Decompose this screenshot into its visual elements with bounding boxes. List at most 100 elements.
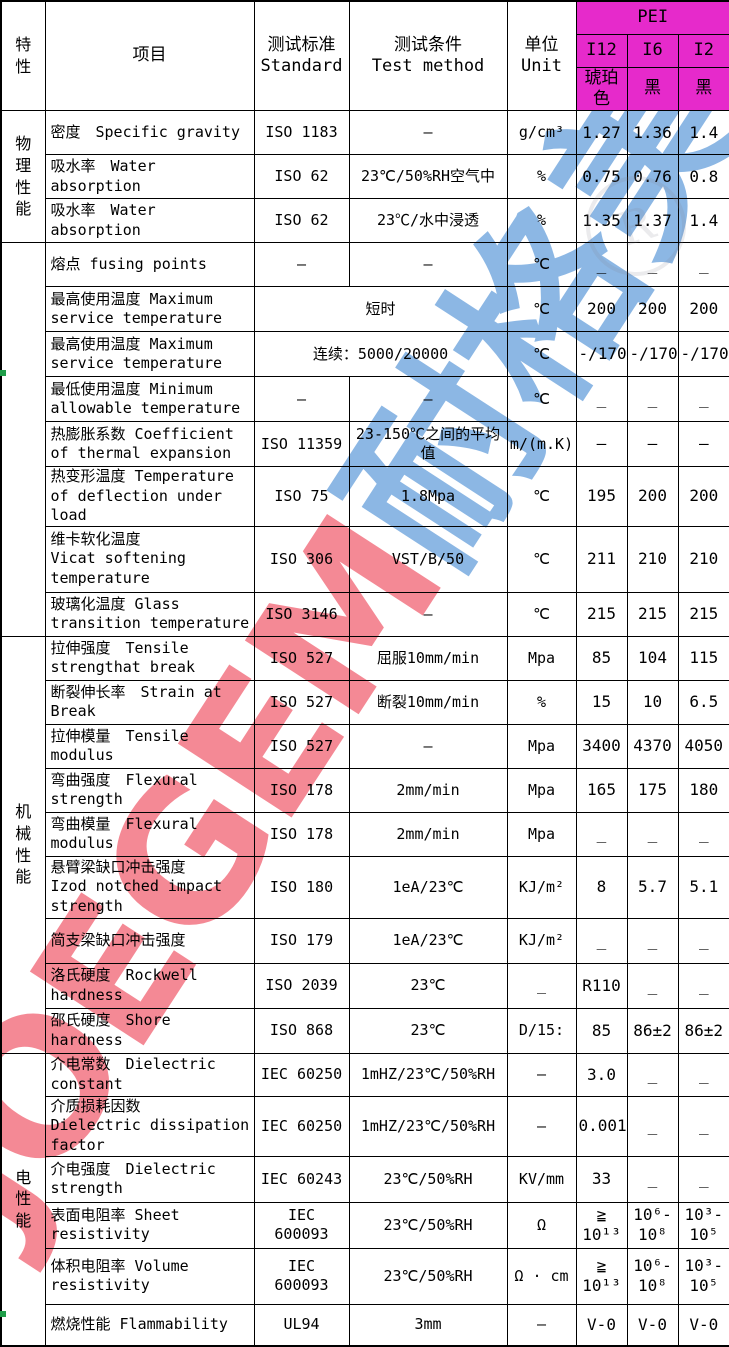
grade-color-i2: 黑	[677, 66, 729, 111]
unit-cell: –	[506, 1052, 577, 1097]
value-cell: _	[626, 1155, 679, 1203]
value-cell: _	[575, 917, 628, 964]
value-cell: ≧ 10¹³	[575, 1247, 628, 1305]
value-cell: 5.7	[626, 855, 679, 919]
standard-cell: –	[253, 242, 350, 287]
value-cell: _	[677, 811, 729, 857]
value-cell: 104	[626, 635, 679, 681]
value-cell: –	[575, 421, 628, 467]
value-cell: 85	[575, 635, 628, 681]
value-cell: 33	[575, 1155, 628, 1203]
standard-cell: ISO 179	[253, 917, 350, 964]
value-cell: 86±2	[626, 1007, 679, 1054]
green-marker-bottom	[0, 1311, 6, 1317]
value-cell: 1.35	[575, 198, 628, 243]
property-cell: 熔点 fusing points	[44, 242, 255, 287]
property-cell: 邵氏硬度 Shore hardness	[44, 1007, 255, 1054]
table-row: 邵氏硬度 Shore hardness ISO 868 23℃ D/15: 85 86±2…	[1, 1007, 729, 1054]
standard-cell: IEC 600093	[253, 1247, 350, 1305]
method-cell: 23℃/50%RH	[348, 1155, 508, 1203]
value-cell: 175	[626, 767, 679, 813]
section-label	[0, 242, 46, 637]
value-cell: 195	[575, 466, 628, 527]
value-cell: _	[677, 376, 729, 422]
value-cell: 10⁶- 10⁸	[626, 1247, 679, 1305]
standard-column-header: 测试标准 Standard	[253, 0, 350, 111]
value-cell: 115	[677, 635, 729, 681]
grade-header-i6: I6	[626, 33, 679, 68]
table-row: 断裂伸长率 Strain at Break ISO 527 断裂10mm/min% 1…	[1, 679, 729, 725]
value-cell: _	[626, 1095, 679, 1157]
table-row: 维卡软化温度 Vicat softening temperature ISO 30…	[1, 525, 729, 593]
value-cell: 200	[626, 286, 679, 332]
test-condition-cell: 短时	[253, 286, 508, 332]
value-cell: 1.4	[677, 198, 729, 243]
property-cell: 热变形温度 Temperature of deflection under lo…	[44, 466, 255, 527]
value-cell: –	[626, 421, 679, 467]
standard-cell: ISO 62	[253, 154, 350, 199]
value-cell: _	[626, 962, 679, 1009]
stamp-letter: R	[611, 194, 661, 258]
table-row: 热变形温度 Temperature of deflection under lo…	[1, 466, 729, 527]
value-cell: 0.001	[575, 1095, 628, 1157]
method-cell: 23℃	[348, 1007, 508, 1054]
method-cell: 2mm/min	[348, 811, 508, 857]
table-row: 洛氏硬度 Rockwell hardness ISO 2039 23℃ _ R110 _ _	[1, 962, 729, 1009]
unit-cell: KJ/m²	[506, 917, 577, 964]
property-cell: 拉伸模量 Tensile modulus	[44, 723, 255, 769]
property-cell: 体积电阻率 Volume resistivity	[44, 1247, 255, 1305]
value-cell: 200	[677, 466, 729, 527]
method-cell: –	[348, 591, 508, 637]
standard-cell: ISO 11359	[253, 421, 350, 467]
grade-color-i6: 黑	[626, 66, 679, 111]
property-cell: 吸水率 Water absorption	[44, 198, 255, 243]
value-cell: 0.76	[626, 154, 679, 199]
value-cell: 211	[575, 525, 628, 593]
property-cell: 热膨胀系数 Coefficient of thermal expansion	[44, 421, 255, 467]
table-row: 简支梁缺口冲击强度 ISO 179 1eA/23℃ KJ/m² _ _ _	[1, 917, 729, 964]
value-cell: –	[677, 421, 729, 467]
unit-cell: D/15:	[506, 1007, 577, 1054]
value-cell: 0.8	[677, 154, 729, 199]
header-row-grades: I12 I6 I2	[1, 33, 729, 68]
unit-cell: ℃	[506, 331, 577, 377]
value-cell: 4370	[626, 723, 679, 769]
value-cell: 1.37	[626, 198, 679, 243]
table-row: 吸水率 Water absorption ISO 62 23℃/50%RH空气中% 0…	[1, 154, 729, 199]
value-cell: 200	[575, 286, 628, 332]
unit-cell: _	[506, 962, 577, 1009]
property-cell: 弯曲模量 Flexural modulus	[44, 811, 255, 857]
method-cell: 23℃/50%RH	[348, 1201, 508, 1249]
standard-cell: ISO 527	[253, 679, 350, 725]
method-cell: 1mHZ/23℃/50%RH	[348, 1052, 508, 1097]
value-cell: ≧ 10¹³	[575, 1201, 628, 1249]
table-row: 最高使用温度 Maximum service temperature 短时 ℃ 200…	[1, 286, 729, 332]
standard-cell: UL94	[253, 1303, 350, 1347]
section-label: 物 理 性 能	[0, 110, 46, 243]
standard-cell: ISO 180	[253, 855, 350, 919]
standard-cell: ISO 62	[253, 198, 350, 243]
table-row: 介质损耗因数 Dielectric dissipation factor IEC …	[1, 1095, 729, 1157]
standard-cell: IEC 60250	[253, 1052, 350, 1097]
method-cell: 2mm/min	[348, 767, 508, 813]
method-column-header: 测试条件 Test method	[348, 0, 508, 111]
unit-cell: %	[506, 198, 577, 243]
unit-cell: Ω · cm	[506, 1247, 577, 1305]
standard-cell: –	[253, 376, 350, 422]
value-cell: 6.5	[677, 679, 729, 725]
value-cell: 200	[677, 286, 729, 332]
unit-cell: m/(m.K)	[506, 421, 577, 467]
method-cell: 23℃	[348, 962, 508, 1009]
property-cell: 介电强度 Dielectric strength	[44, 1155, 255, 1203]
property-cell: 吸水率 Water absorption	[44, 154, 255, 199]
value-cell: _	[575, 376, 628, 422]
property-cell: 介质损耗因数 Dielectric dissipation factor	[44, 1095, 255, 1157]
unit-cell: ℃	[506, 376, 577, 422]
value-cell: R110	[575, 962, 628, 1009]
method-cell: 23-150℃之间的平均值	[348, 421, 508, 467]
value-cell: _	[677, 917, 729, 964]
method-cell: 23℃/50%RH	[348, 1247, 508, 1305]
unit-cell: ℃	[506, 591, 577, 637]
value-cell: -/170	[575, 331, 628, 377]
